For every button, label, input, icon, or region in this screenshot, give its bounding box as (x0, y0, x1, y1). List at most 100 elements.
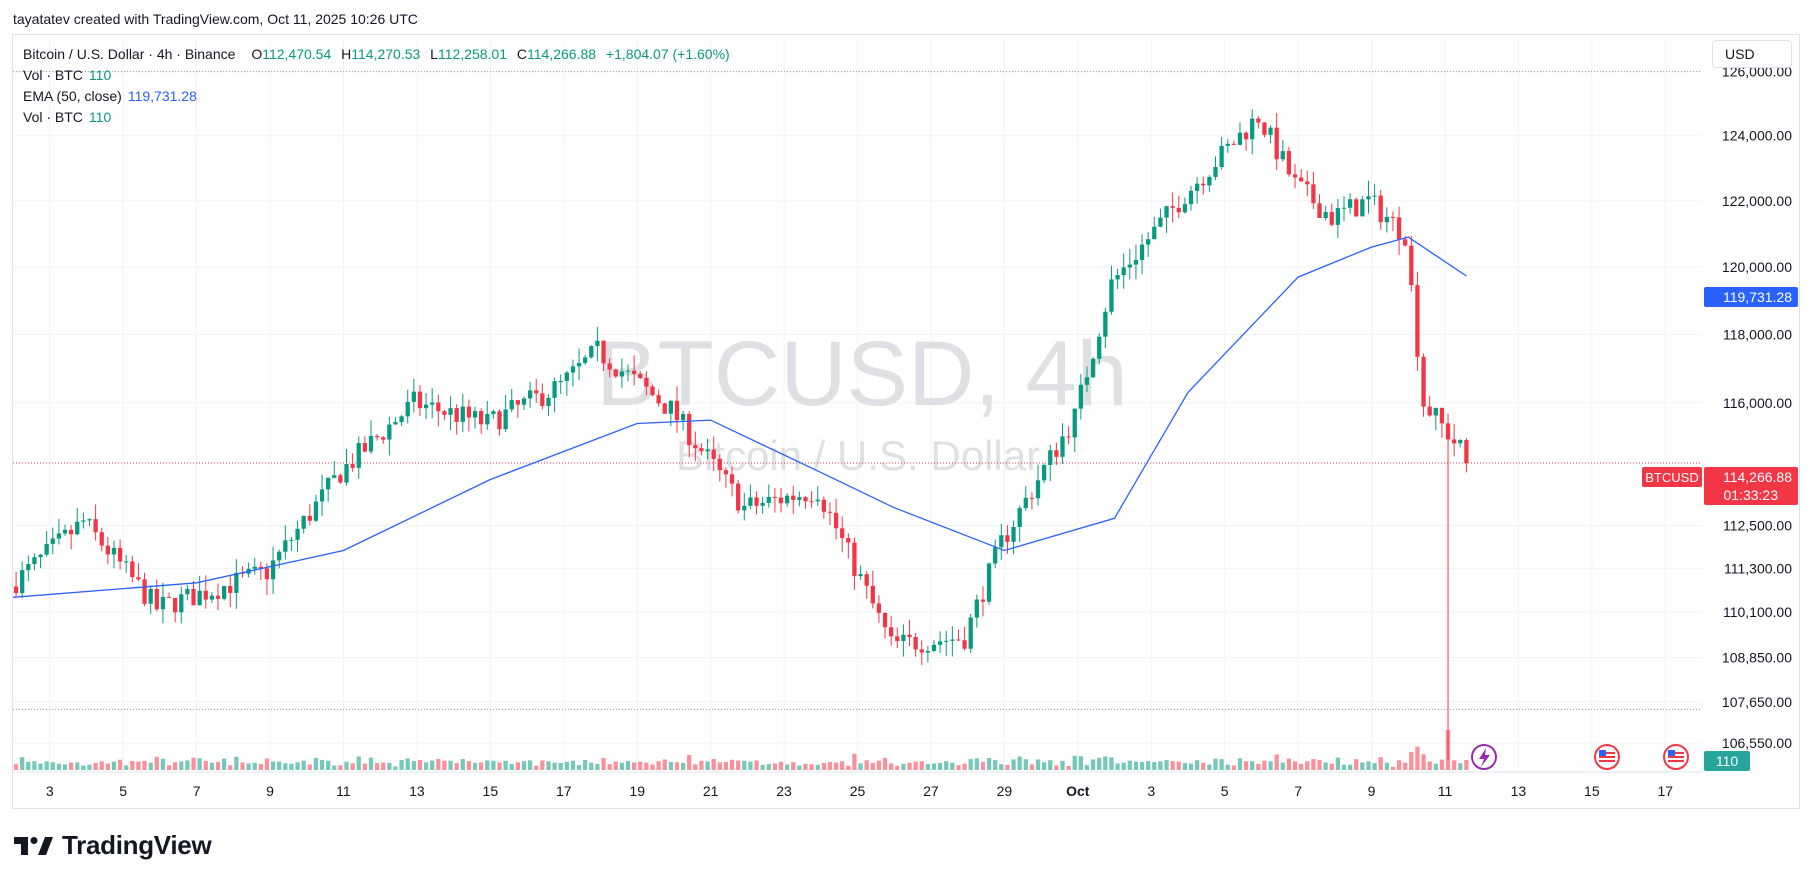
candle (1323, 212, 1328, 218)
volume-bar (356, 756, 361, 770)
volume-bar (1360, 762, 1365, 770)
volume-bar (968, 759, 973, 770)
candle (1005, 535, 1010, 542)
volume-bar (32, 761, 37, 770)
candle (75, 521, 80, 535)
volume-bar (723, 762, 729, 770)
volume-bar (466, 761, 472, 770)
volume-bar (901, 763, 906, 770)
volume-bar (393, 766, 398, 770)
candle (1243, 132, 1249, 140)
volume-bar (711, 758, 716, 770)
volume-bar (1011, 759, 1016, 770)
volume-bar (185, 760, 190, 770)
candle (454, 408, 459, 422)
volume-bar (619, 762, 625, 770)
y-tick-label: 110,100.00 (1723, 604, 1792, 620)
volume-bar (191, 757, 196, 770)
volume-bar (1323, 762, 1328, 770)
candle (68, 529, 74, 535)
volume-bar (1213, 758, 1218, 770)
volume-bar (117, 759, 123, 770)
candle (870, 585, 875, 604)
volume-bar (503, 760, 508, 770)
volume-bar (778, 761, 784, 770)
currency-button[interactable]: USD (1712, 40, 1792, 68)
volume-bar (944, 761, 949, 770)
candle (546, 397, 551, 406)
volume-bar (1464, 760, 1469, 770)
volume-bar (1066, 765, 1071, 770)
volume-bar (374, 763, 380, 770)
candle (417, 391, 423, 409)
candle (472, 411, 478, 418)
volume-bar (687, 755, 692, 770)
volume-row[interactable]: Vol · BTC 110 (23, 65, 730, 86)
volume-bar (497, 762, 502, 770)
candle (1421, 356, 1426, 407)
candle (1305, 181, 1310, 185)
candle (833, 512, 839, 529)
x-tick-label: 23 (776, 783, 792, 799)
us-flag-icon[interactable] (1663, 744, 1689, 770)
volume-bar (1048, 760, 1053, 770)
symbol-description[interactable]: Bitcoin / U.S. Dollar · 4h · Binance (23, 46, 236, 62)
candle (503, 409, 508, 430)
candle (723, 470, 729, 475)
volume-bar (203, 760, 208, 770)
x-tick-label: 9 (266, 783, 274, 799)
x-tick-label: 21 (703, 783, 719, 799)
x-tick-label: 19 (629, 783, 645, 799)
volume-bar (852, 753, 857, 770)
candle (1060, 436, 1065, 457)
lightning-icon[interactable] (1471, 744, 1497, 770)
candle (944, 640, 949, 642)
volume-bar (876, 760, 882, 770)
tradingview-logo[interactable]: TradingView (14, 830, 212, 861)
x-tick-label: 7 (1294, 783, 1302, 799)
volume-bar (1292, 761, 1298, 770)
candle (93, 519, 98, 533)
candle (595, 340, 600, 347)
volume-bar (570, 760, 576, 770)
volume-bar (540, 760, 545, 770)
candle (656, 395, 661, 404)
volume-bar (595, 764, 600, 770)
candle (974, 599, 979, 618)
volume-bar (534, 765, 539, 770)
candle (191, 588, 196, 606)
candle (644, 378, 649, 387)
volume-bar (1250, 761, 1255, 770)
volume-bar (442, 760, 447, 770)
tradingview-logo-icon (14, 836, 53, 855)
volume-bar (270, 761, 276, 770)
candle (466, 406, 472, 418)
volume-bar (937, 762, 943, 770)
ema-row[interactable]: EMA (50, close) 119,731.28 (23, 86, 730, 107)
volume-bar (1152, 762, 1157, 770)
volume-bar (1274, 754, 1279, 770)
candle (827, 511, 833, 513)
x-tick-label: 13 (1511, 783, 1527, 799)
volume-bar (521, 761, 527, 770)
candle (99, 532, 104, 546)
candle (411, 391, 416, 402)
volume-row-2[interactable]: Vol · BTC 110 (23, 107, 730, 128)
candle (1427, 406, 1432, 416)
candle (840, 528, 845, 538)
volume-bar (558, 762, 563, 770)
candle (1292, 174, 1298, 178)
candle (1347, 199, 1353, 208)
volume-bar (589, 762, 594, 770)
volume-bar (485, 760, 490, 770)
volume-bar (809, 764, 814, 770)
candle (350, 464, 355, 468)
us-flag-icon[interactable] (1594, 744, 1620, 770)
candle (1194, 183, 1200, 191)
volume-bar (515, 762, 521, 770)
candle (270, 560, 276, 580)
candle (931, 644, 937, 651)
volume-bar (277, 761, 282, 770)
volume-bar (650, 764, 655, 770)
